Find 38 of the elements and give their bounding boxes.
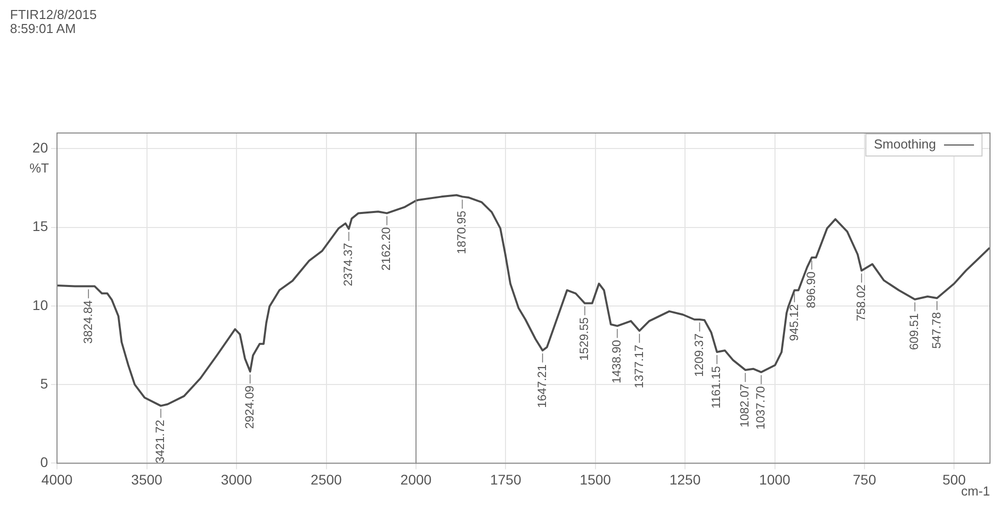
legend-label: Smoothing xyxy=(874,136,936,152)
x-tick-label: 750 xyxy=(852,471,876,488)
x-tick-label: 2000 xyxy=(400,471,432,488)
annotation: 2374.37 xyxy=(341,242,356,286)
annotation: 896.90 xyxy=(804,271,818,308)
annotation: 1161.15 xyxy=(709,366,724,409)
annotation: 1037.70 xyxy=(754,386,768,430)
annotation: 758.02 xyxy=(854,284,868,322)
x-tick-label: 1750 xyxy=(490,471,522,488)
annotation: 1377.17 xyxy=(632,344,646,388)
annotation: 1529.55 xyxy=(577,316,592,361)
x-tick-label: 1500 xyxy=(580,471,612,488)
y-tick-label: 0 xyxy=(40,454,48,470)
y-tick-label: 20 xyxy=(32,140,48,156)
x-tick-label: 1250 xyxy=(669,471,701,488)
chart-subtitle: 8:59:01 AM xyxy=(10,21,77,36)
y-axis-title: %T xyxy=(30,160,50,176)
y-tick-label: 10 xyxy=(32,296,48,313)
x-tick-label: 1000 xyxy=(759,471,791,488)
y-tick-label: 15 xyxy=(32,218,48,234)
annotation: 1082.07 xyxy=(738,384,752,428)
x-tick-label: 3500 xyxy=(131,471,163,488)
annotation: 3421.72 xyxy=(153,419,168,464)
annotation: 2924.09 xyxy=(242,385,256,429)
annotation: 1209.37 xyxy=(692,333,706,377)
y-tick-label: 5 xyxy=(40,375,48,392)
annotation: 2162.20 xyxy=(379,226,394,271)
annotation: 609.51 xyxy=(907,313,922,350)
annotation: 1870.95 xyxy=(454,210,469,254)
x-tick-label: 3000 xyxy=(220,471,252,488)
annotation: 1647.21 xyxy=(534,364,549,408)
annotation: 945.12 xyxy=(786,304,801,341)
annotation: 547.78 xyxy=(929,312,944,349)
annotation: 3824.84 xyxy=(80,300,95,344)
x-tick-label: 2500 xyxy=(310,471,342,488)
x-tick-label: 4000 xyxy=(41,471,73,488)
chart-title: FTIR12/8/2015 xyxy=(10,7,97,22)
annotation: 1438.90 xyxy=(610,340,624,384)
